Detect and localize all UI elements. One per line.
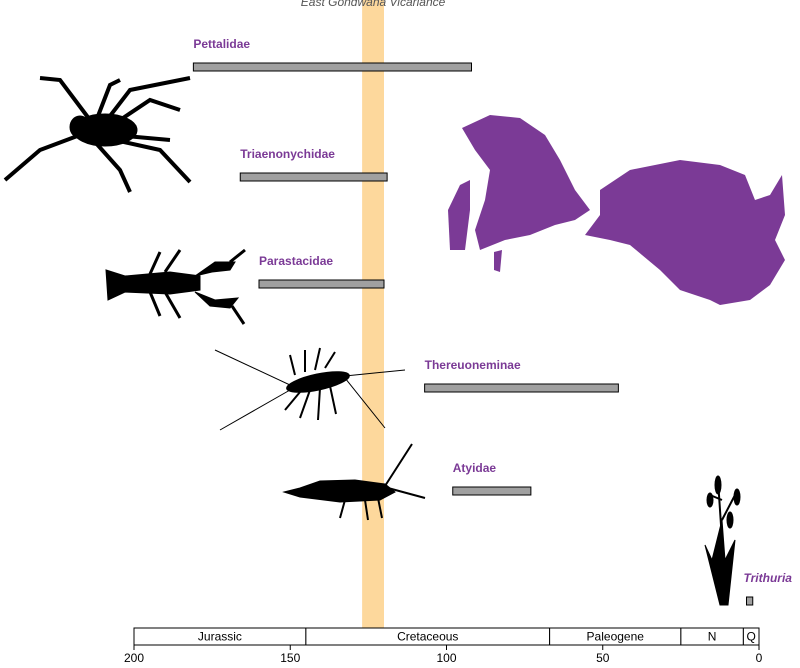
plant-silhouette — [704, 475, 741, 606]
harvestman-silhouette — [3, 76, 192, 193]
x-tick-label: 150 — [280, 651, 300, 665]
range-bar — [452, 486, 532, 496]
range-bar — [192, 62, 472, 72]
taxon-label: Trithuria — [744, 571, 793, 585]
x-tick-label: 0 — [756, 651, 763, 665]
x-tick-label: 50 — [596, 651, 610, 665]
taxon-label: Pettalidae — [193, 37, 250, 51]
vicariance-band — [362, 0, 384, 628]
period-box — [742, 627, 760, 646]
x-tick-label: 200 — [124, 651, 144, 665]
gondwana-map — [448, 115, 785, 305]
centipede-silhouette — [214, 347, 406, 431]
x-tick-label: 100 — [436, 651, 456, 665]
period-label: Cretaceous — [397, 630, 458, 644]
taxon-label: Atyidae — [453, 461, 497, 475]
period-label: N — [708, 630, 717, 644]
taxon-label: Parastacidae — [259, 254, 333, 268]
period-label: Jurassic — [198, 630, 242, 644]
shrimp-silhouette — [282, 443, 426, 521]
period-label: Q — [747, 630, 756, 644]
range-bar — [258, 279, 385, 289]
period-label: Paleogene — [587, 630, 645, 644]
crayfish-silhouette — [105, 248, 246, 325]
band-label: East Gondwana Vicariance — [301, 0, 446, 9]
illustrations — [3, 76, 785, 606]
range-bar — [746, 596, 754, 606]
taxon-label: Thereuoneminae — [425, 358, 521, 372]
range-bar — [424, 383, 619, 393]
range-bar — [239, 172, 388, 182]
taxon-label: Triaenonychidae — [240, 147, 335, 161]
